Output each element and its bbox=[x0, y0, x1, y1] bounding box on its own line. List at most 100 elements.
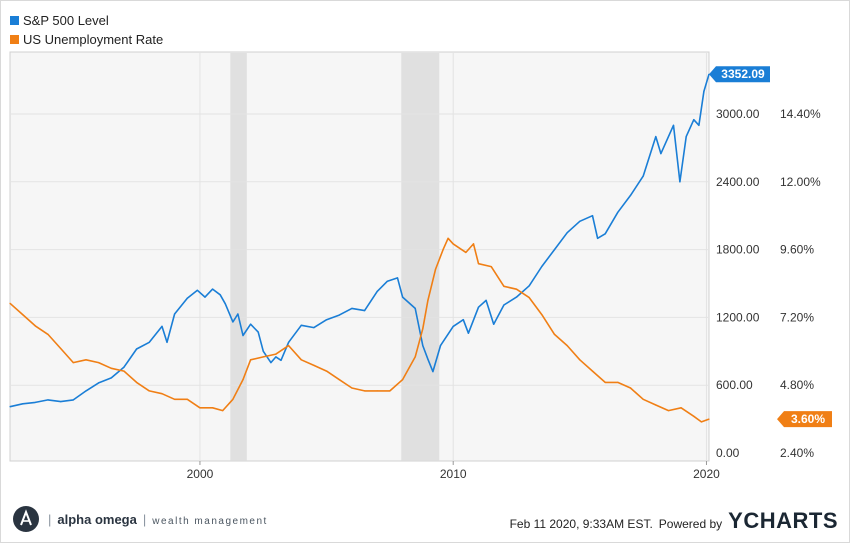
sp500-point bbox=[364, 310, 366, 312]
sp500-point bbox=[300, 324, 302, 326]
unemployment-point bbox=[376, 390, 378, 392]
unemployment-point bbox=[242, 379, 244, 381]
unemployment-point bbox=[693, 415, 695, 417]
unemployment-point bbox=[515, 288, 518, 290]
sp500-point bbox=[212, 288, 214, 290]
sp500-point bbox=[237, 313, 239, 315]
sp500-point bbox=[174, 313, 176, 315]
sp500-point bbox=[288, 341, 290, 343]
unemployment-point bbox=[642, 398, 644, 400]
sp500-point bbox=[136, 348, 138, 350]
y-left-tick-label: 600.00 bbox=[716, 378, 753, 392]
sp500-point bbox=[698, 124, 700, 126]
unemployment-point bbox=[604, 381, 606, 383]
unemployment-line bbox=[9, 237, 710, 423]
sp500-point bbox=[34, 401, 36, 403]
unemployment-point bbox=[629, 387, 632, 389]
sp500-point bbox=[591, 215, 594, 217]
sp500-point bbox=[467, 332, 469, 334]
unemployment-point bbox=[452, 243, 454, 245]
unemployment-point bbox=[389, 390, 391, 392]
sp500-point bbox=[503, 304, 505, 306]
unemployment-point bbox=[477, 263, 480, 265]
unemployment-point bbox=[414, 356, 416, 358]
y-right-tick-label: 12.00% bbox=[780, 175, 821, 189]
unemployment-point bbox=[447, 237, 449, 239]
sp500-point bbox=[432, 371, 434, 373]
unemployment-point bbox=[566, 345, 568, 347]
legend-swatch-sp500 bbox=[10, 16, 19, 25]
sp500-point bbox=[515, 296, 518, 298]
unemployment-point bbox=[288, 345, 290, 347]
sp500-point bbox=[22, 403, 24, 405]
unemployment-point bbox=[222, 410, 224, 412]
sp500-point bbox=[196, 289, 198, 291]
powered-by-label: Powered by bbox=[658, 517, 723, 531]
sp500-point bbox=[161, 325, 163, 327]
sp500-point bbox=[270, 362, 272, 364]
sp500-point bbox=[242, 334, 244, 337]
sp500-point bbox=[493, 323, 495, 325]
legend-label-sp500: S&P 500 Level bbox=[23, 13, 109, 28]
unemployment-point bbox=[47, 333, 49, 335]
brand-name: alpha omega bbox=[57, 511, 137, 527]
ycharts-logo[interactable]: YCHARTS bbox=[728, 508, 838, 533]
chart-legend: S&P 500 Level US Unemployment Rate bbox=[10, 11, 163, 49]
unemployment-point bbox=[503, 285, 505, 287]
sp500-point bbox=[386, 280, 388, 282]
unemployment-point bbox=[655, 404, 657, 406]
sp500-point bbox=[579, 220, 581, 222]
sp500-point bbox=[462, 319, 464, 321]
unemployment-point bbox=[490, 266, 492, 268]
sp500-point bbox=[617, 211, 619, 213]
footer-attribution: Feb 11 2020, 9:33AM EST. Powered by YCHA… bbox=[510, 508, 838, 534]
unemployment-point bbox=[591, 370, 594, 372]
sp500-point bbox=[679, 181, 681, 183]
legend-item-sp500[interactable]: S&P 500 Level bbox=[10, 11, 163, 30]
unemployment-point bbox=[60, 347, 62, 350]
unemployment-last-value-badge-bg bbox=[777, 411, 832, 428]
sp500-point bbox=[541, 265, 543, 268]
unemployment-last-value-badge-text: 3.60% bbox=[791, 412, 825, 426]
sp500-point bbox=[338, 314, 340, 316]
sp500-point bbox=[703, 90, 705, 92]
sp500-last-value-badge: 3352.09 bbox=[709, 66, 770, 83]
y-left-tick-label: 3000.00 bbox=[716, 107, 760, 121]
unemployment-point bbox=[174, 398, 176, 400]
y-left-tick-label: 1800.00 bbox=[716, 243, 760, 257]
sp500-point bbox=[280, 359, 282, 361]
unemployment-point bbox=[250, 359, 252, 361]
sp500-point bbox=[9, 406, 11, 408]
brand-logo-area: | alpha omega | wealth management bbox=[12, 505, 268, 533]
y-left-tick-label: 2400.00 bbox=[716, 175, 760, 189]
timestamp: Feb 11 2020, 9:33AM EST. bbox=[509, 517, 653, 531]
sp500-point bbox=[396, 277, 399, 279]
sp500-point bbox=[685, 136, 687, 138]
sp500-point bbox=[477, 306, 480, 308]
unemployment-point bbox=[579, 359, 581, 361]
x-tick-label: 2000 bbox=[187, 467, 214, 481]
sp500-point bbox=[672, 124, 675, 126]
sp500-point bbox=[693, 119, 695, 121]
unemployment-point bbox=[434, 268, 437, 270]
y-left-tick-label: 0.00 bbox=[716, 446, 740, 460]
sp500-point bbox=[528, 285, 530, 287]
sp500-point bbox=[402, 296, 404, 298]
unemployment-point bbox=[148, 390, 150, 392]
sp500-point bbox=[566, 232, 568, 234]
sp500-point bbox=[98, 382, 100, 384]
sp500-point bbox=[660, 153, 662, 155]
sp500-point bbox=[219, 294, 221, 296]
recession-band bbox=[230, 53, 247, 461]
unemployment-point bbox=[472, 243, 475, 245]
unemployment-point bbox=[338, 379, 340, 381]
sp500-point bbox=[262, 350, 264, 352]
legend-item-unemployment[interactable]: US Unemployment Rate bbox=[10, 30, 163, 49]
sp500-point bbox=[439, 345, 442, 347]
unemployment-point bbox=[442, 249, 444, 251]
sp500-point bbox=[224, 303, 226, 305]
unemployment-point bbox=[313, 364, 315, 366]
unemployment-point bbox=[72, 362, 74, 364]
recession-band bbox=[401, 53, 440, 461]
unemployment-point bbox=[667, 410, 670, 412]
